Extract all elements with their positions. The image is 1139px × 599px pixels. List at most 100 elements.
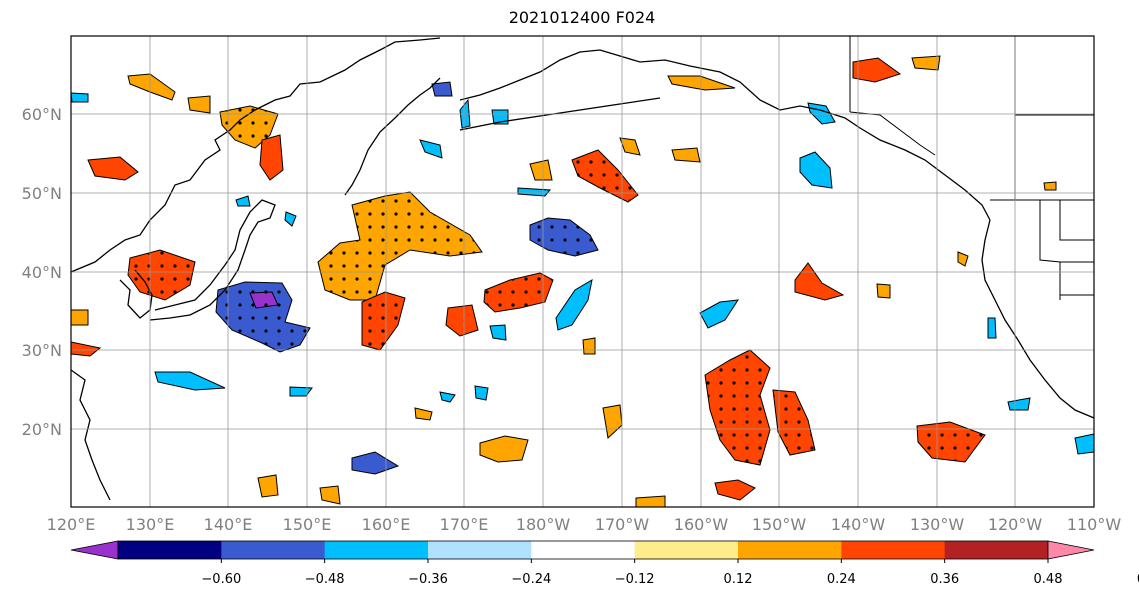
lat-label: 60°N bbox=[22, 105, 62, 124]
anomaly-blob bbox=[582, 337, 596, 355]
anomaly-blob bbox=[187, 95, 211, 114]
stipple-area bbox=[530, 218, 598, 256]
colorbar-labels: −0.60 −0.48 −0.36 −0.24 −0.12 0.12 0.24 0.36 0.4… bbox=[201, 559, 1139, 587]
colorbar-swatch bbox=[324, 541, 429, 559]
lat-label: 30°N bbox=[22, 341, 62, 360]
colorbar-tick-label: −0.60 bbox=[201, 572, 241, 587]
anomaly-blob bbox=[1043, 181, 1057, 191]
colorbar-tick-label: 0.48 bbox=[1034, 572, 1063, 587]
colorbar-tick-label: −0.36 bbox=[408, 572, 448, 587]
colorbar-extend-min bbox=[70, 540, 119, 560]
lon-label: 130°E bbox=[126, 515, 175, 534]
lon-label: 180°W bbox=[516, 515, 571, 534]
anomaly-blob bbox=[284, 211, 297, 227]
anomaly-blob bbox=[71, 309, 89, 326]
colorbar-swatch bbox=[428, 541, 532, 559]
anomaly-blob bbox=[445, 304, 479, 337]
anomaly-blob bbox=[489, 324, 507, 341]
colorbar-swatch bbox=[531, 541, 636, 559]
anomaly-blob bbox=[807, 102, 836, 125]
colorbar-boxes bbox=[117, 540, 1049, 560]
lon-label: 130°W bbox=[910, 515, 965, 534]
anomaly-blob bbox=[71, 341, 102, 357]
coastline-aleutians bbox=[459, 97, 661, 131]
anomaly-blob bbox=[799, 151, 833, 189]
stipple-area bbox=[318, 192, 482, 300]
anomaly-blob bbox=[235, 195, 251, 207]
anomaly-blob bbox=[529, 159, 553, 181]
map-title: 2021012400 F024 bbox=[508, 8, 656, 27]
stipple-area bbox=[572, 150, 638, 202]
stipple-area bbox=[362, 292, 405, 350]
lon-label: 140°W bbox=[831, 515, 886, 534]
anomaly-blob bbox=[431, 81, 453, 97]
stipple-area bbox=[128, 250, 195, 300]
lat-label: 20°N bbox=[22, 420, 62, 439]
anomaly-blob bbox=[414, 407, 433, 421]
anomaly-blob bbox=[479, 435, 529, 463]
coastline-kamchatka bbox=[344, 77, 441, 196]
colorbar: −0.60 −0.48 −0.36 −0.24 −0.12 0.12 0.24 0.36 0.4… bbox=[70, 540, 1139, 587]
anomaly-blob bbox=[319, 485, 341, 505]
anomaly-blob bbox=[1007, 397, 1031, 411]
colorbar-extend-max bbox=[1047, 540, 1095, 560]
stipple-area bbox=[917, 422, 985, 462]
stipple-area bbox=[220, 106, 278, 148]
anomaly-blob bbox=[555, 279, 593, 331]
anomaly-blob bbox=[852, 57, 902, 83]
lon-label: 170°E bbox=[440, 515, 489, 534]
anomaly-blob bbox=[259, 134, 284, 181]
stipple-area bbox=[484, 273, 553, 312]
anomaly-blob bbox=[911, 55, 941, 71]
latitude-labels: 60°N 50°N 40°N 30°N 20°N bbox=[22, 105, 62, 439]
significance-stippling bbox=[128, 106, 985, 465]
stipple-area bbox=[216, 282, 310, 352]
anomaly-blob bbox=[957, 251, 969, 267]
colorbar-swatch bbox=[634, 541, 739, 559]
anomaly-blob bbox=[419, 139, 443, 159]
coastline-korea bbox=[119, 269, 153, 319]
graticule bbox=[71, 36, 1094, 507]
colorbar-swatch bbox=[841, 541, 946, 559]
colorbar-tick-label: 0.36 bbox=[930, 572, 959, 587]
anomaly-blob bbox=[491, 109, 509, 125]
anomaly-blob bbox=[154, 371, 226, 391]
lon-label: 110°W bbox=[1067, 515, 1122, 534]
coastlines bbox=[71, 37, 1094, 501]
anomaly-blob bbox=[517, 187, 552, 197]
coastline-asia bbox=[71, 37, 441, 273]
anomaly-blob bbox=[289, 386, 313, 397]
lon-label: 160°E bbox=[362, 515, 411, 534]
lon-label: 170°W bbox=[595, 515, 650, 534]
coastline-alaska bbox=[459, 49, 991, 221]
lat-label: 40°N bbox=[22, 263, 62, 282]
colorbar-tick-label: 0.24 bbox=[827, 572, 856, 587]
colorbar-swatch bbox=[944, 541, 1049, 559]
colorbar-swatch bbox=[738, 541, 842, 559]
lon-label: 160°W bbox=[674, 515, 729, 534]
anomaly-blob bbox=[714, 479, 756, 501]
colorbar-swatch bbox=[221, 541, 326, 559]
anomaly-blob bbox=[699, 299, 739, 329]
colorbar-swatch bbox=[118, 541, 222, 559]
anomaly-blob bbox=[474, 385, 489, 401]
lon-label: 120°W bbox=[988, 515, 1043, 534]
lon-label: 140°E bbox=[204, 515, 253, 534]
border-us-states bbox=[1039, 200, 1094, 300]
anomaly-blob bbox=[987, 317, 997, 339]
colorbar-tick-label: −0.12 bbox=[615, 572, 655, 587]
anomaly-blob bbox=[635, 495, 666, 507]
lat-label: 50°N bbox=[22, 184, 62, 203]
anomaly-blob bbox=[1074, 433, 1094, 455]
stipple-area bbox=[705, 350, 770, 465]
anomaly-blob bbox=[71, 92, 89, 103]
map-frame bbox=[70, 35, 1095, 508]
anomaly-blob bbox=[671, 147, 701, 163]
anomaly-blob bbox=[257, 474, 279, 498]
stipple-area bbox=[773, 390, 815, 455]
colorbar-tick-label: −0.24 bbox=[511, 572, 551, 587]
anomaly-blob bbox=[351, 451, 400, 475]
lon-label: 150°W bbox=[752, 515, 807, 534]
colorbar-tick-label: 0.12 bbox=[724, 572, 753, 587]
